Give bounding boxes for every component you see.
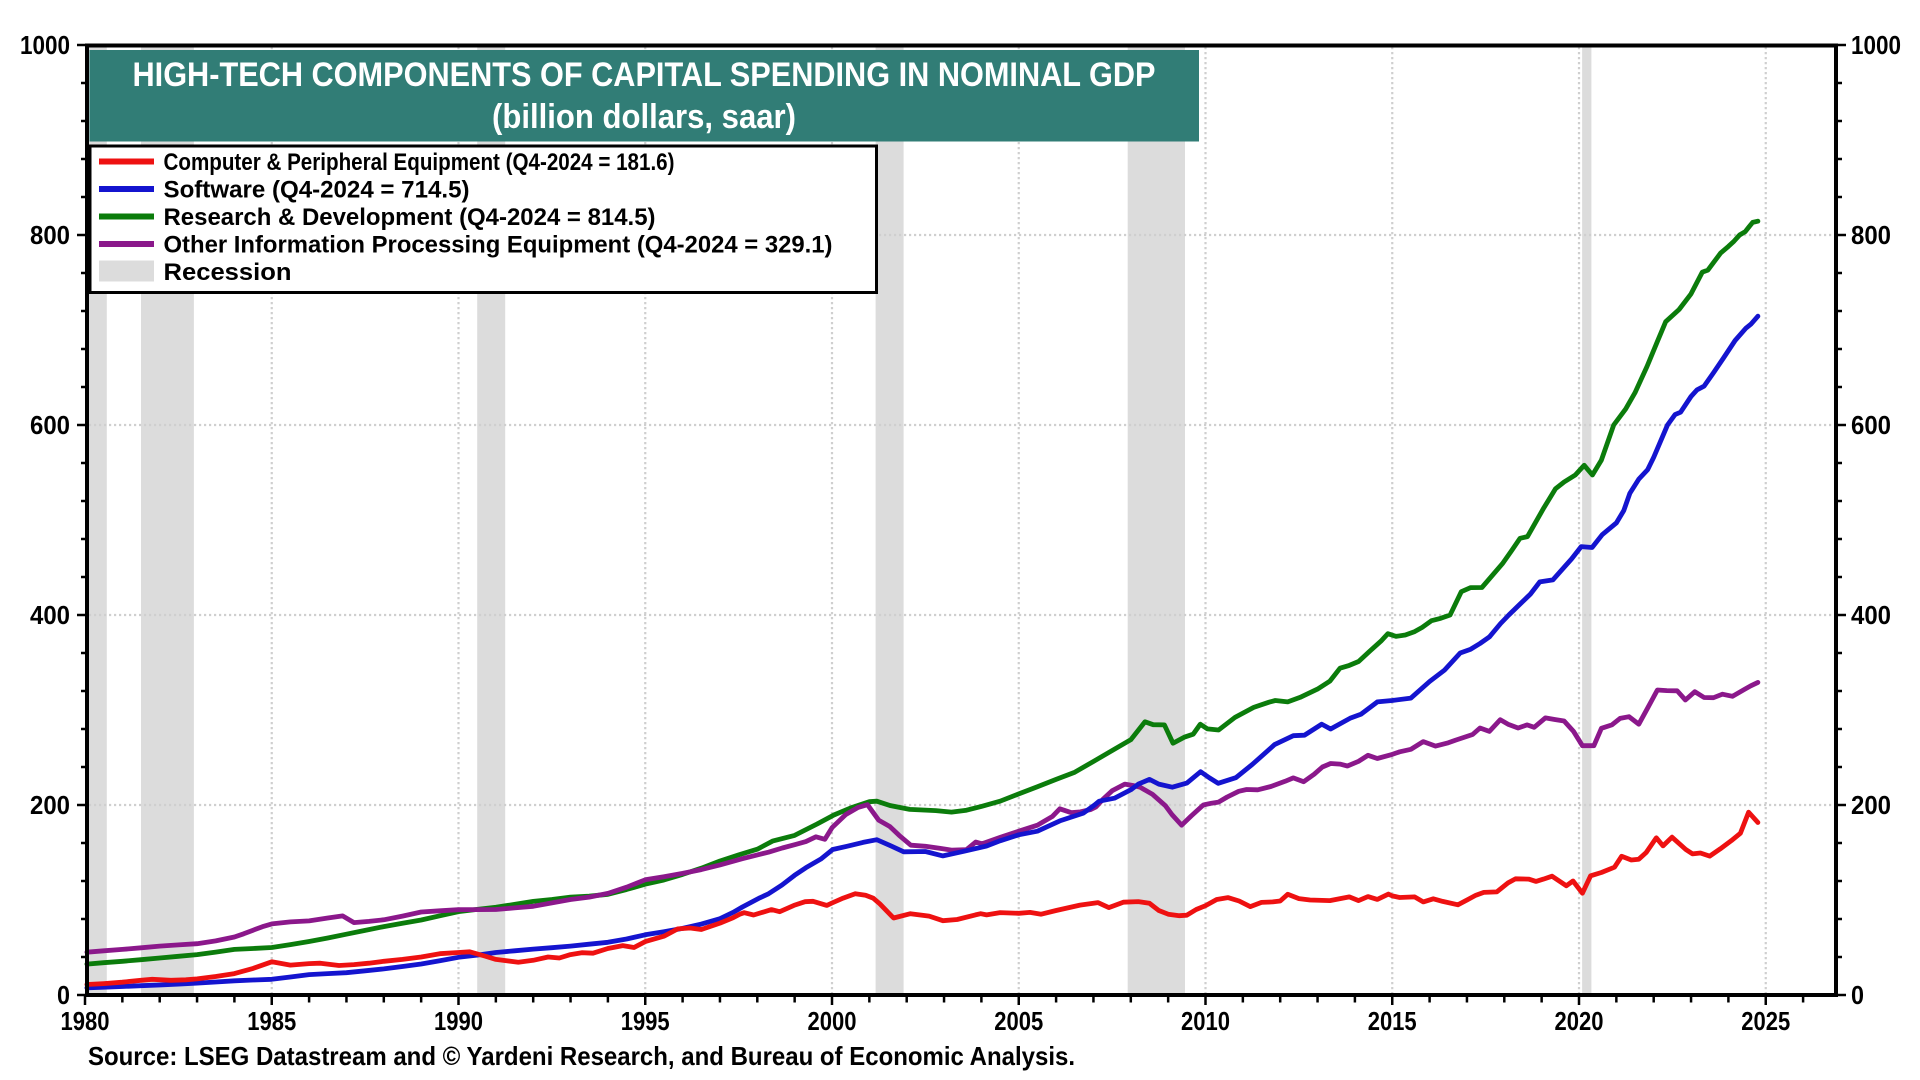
svg-text:2000: 2000 [808,1008,857,1036]
svg-text:HIGH-TECH COMPONENTS OF CAPITA: HIGH-TECH COMPONENTS OF CAPITAL SPENDING… [133,56,1156,94]
svg-text:1990: 1990 [434,1008,483,1036]
svg-text:1985: 1985 [247,1008,296,1036]
svg-text:800: 800 [1851,220,1891,250]
svg-text:Recession: Recession [164,259,292,286]
svg-text:1000: 1000 [20,30,70,60]
svg-text:200: 200 [1851,790,1891,820]
svg-text:Software (Q4-2024 = 714.5): Software (Q4-2024 = 714.5) [164,177,470,204]
svg-text:2015: 2015 [1368,1008,1417,1036]
svg-text:1000: 1000 [1851,30,1901,60]
svg-text:200: 200 [30,790,70,820]
svg-text:1980: 1980 [61,1008,110,1036]
svg-text:2025: 2025 [1741,1008,1790,1036]
svg-text:Computer & Peripheral Equipmen: Computer & Peripheral Equipment (Q4-2024… [164,149,675,176]
svg-text:400: 400 [30,600,70,630]
svg-text:Research & Development (Q4-202: Research & Development (Q4-2024 = 814.5) [164,204,656,231]
svg-text:2020: 2020 [1555,1008,1604,1036]
svg-text:Source: LSEG Datastream and ©: Source: LSEG Datastream and © Yardeni Re… [88,1041,1075,1071]
svg-text:1995: 1995 [621,1008,670,1036]
svg-text:0: 0 [1851,980,1864,1010]
svg-text:Other Information Processing E: Other Information Processing Equipment (… [164,232,833,259]
svg-text:600: 600 [30,410,70,440]
svg-text:400: 400 [1851,600,1891,630]
svg-text:0: 0 [57,980,70,1010]
svg-text:2010: 2010 [1181,1008,1230,1036]
svg-text:2005: 2005 [994,1008,1043,1036]
svg-text:600: 600 [1851,410,1891,440]
svg-text:800: 800 [30,220,70,250]
svg-text:(billion dollars, saar): (billion dollars, saar) [492,98,796,136]
